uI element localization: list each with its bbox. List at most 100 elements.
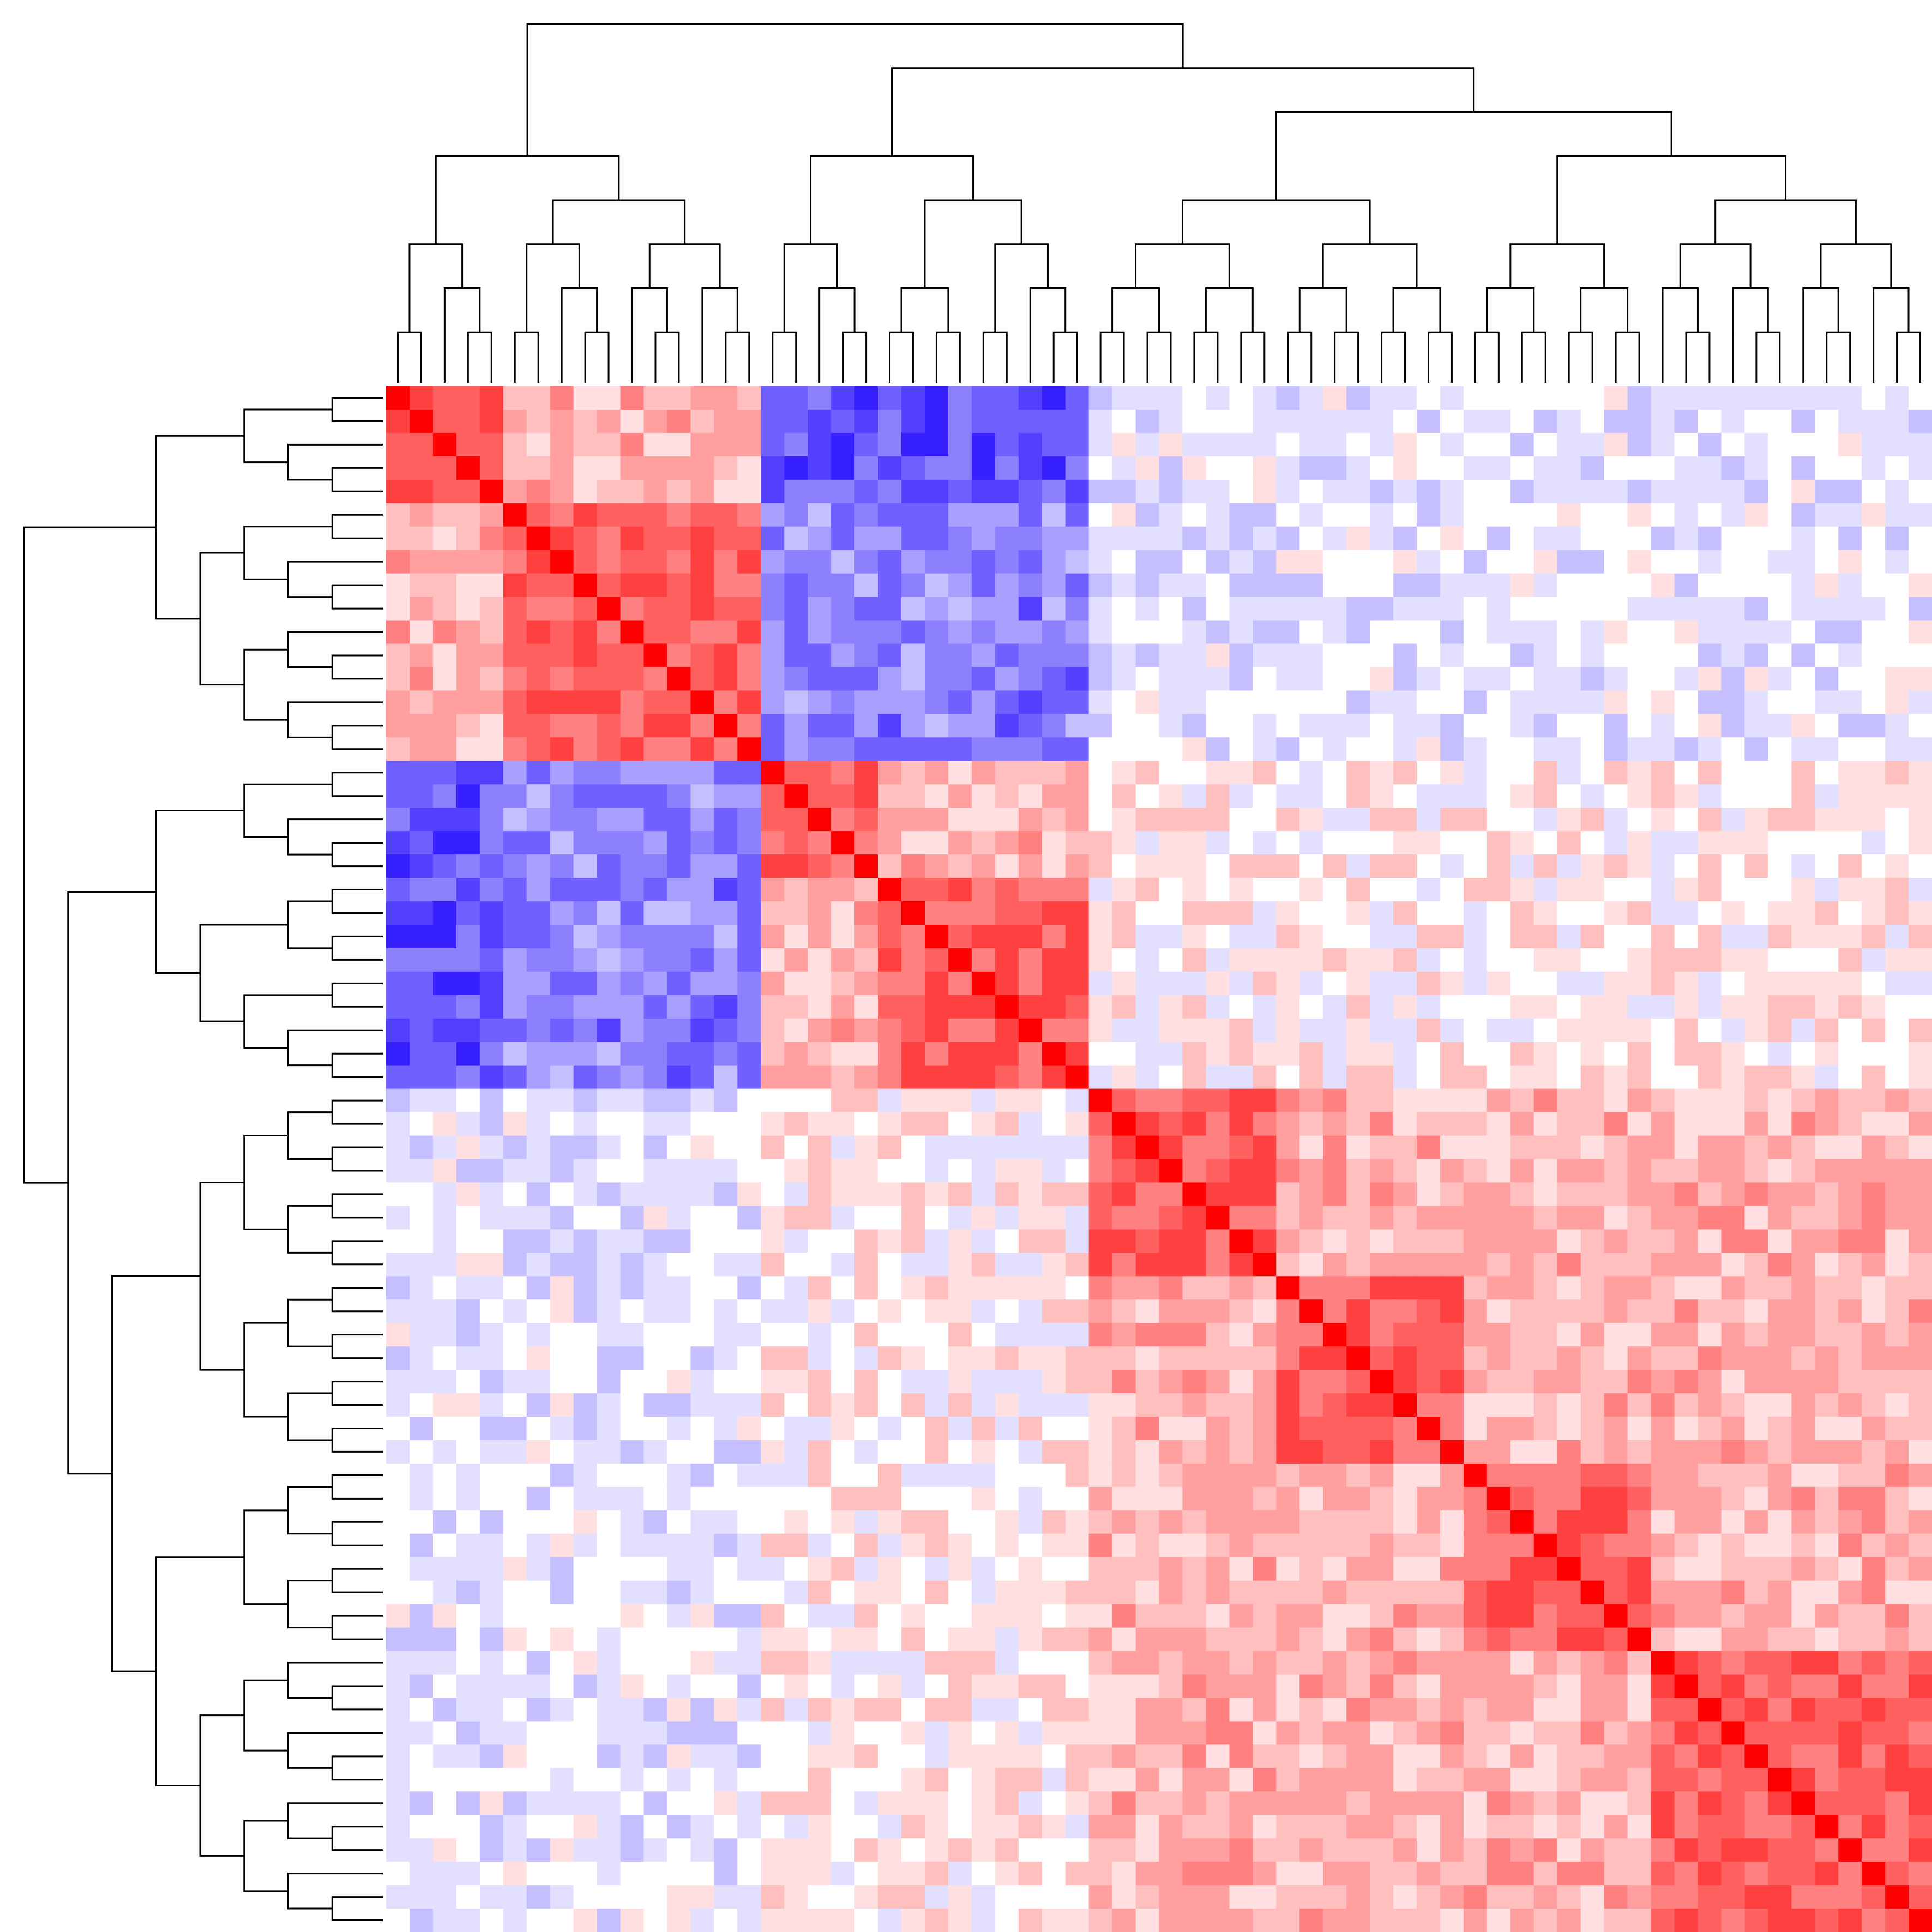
heatmap-cell xyxy=(808,1088,832,1113)
heatmap-cell xyxy=(1651,1206,1675,1230)
heatmap-cell xyxy=(1346,1018,1370,1043)
heatmap-cell xyxy=(620,1323,645,1347)
heatmap-cell xyxy=(1253,1135,1277,1160)
heatmap-cell xyxy=(1088,573,1113,598)
heatmap-cell xyxy=(1557,456,1581,480)
heatmap-cell xyxy=(995,1323,1019,1347)
heatmap-cell xyxy=(1463,690,1488,714)
heatmap-cell xyxy=(1229,714,1253,738)
heatmap-cell xyxy=(1159,503,1183,527)
heatmap-cell xyxy=(1627,1393,1652,1417)
heatmap-cell xyxy=(1299,1417,1323,1441)
heatmap-cell xyxy=(1276,1815,1300,1839)
heatmap-cell xyxy=(573,1370,598,1394)
heatmap-cell xyxy=(1838,901,1862,925)
heatmap-cell xyxy=(971,1112,996,1136)
heatmap-cell xyxy=(1159,1018,1183,1043)
heatmap-cell xyxy=(1580,456,1605,480)
heatmap-cell xyxy=(854,479,878,504)
heatmap-cell xyxy=(808,948,832,972)
heatmap-cell xyxy=(971,432,996,457)
heatmap-cell xyxy=(1323,1440,1347,1464)
heatmap-cell xyxy=(1510,1838,1534,1862)
heatmap-cell xyxy=(1323,737,1347,761)
heatmap-cell xyxy=(1088,1182,1113,1206)
heatmap-cell xyxy=(1463,854,1488,878)
heatmap-cell xyxy=(1463,1253,1488,1277)
heatmap-cell xyxy=(737,1323,761,1347)
heatmap-cell xyxy=(878,1440,902,1464)
heatmap-cell xyxy=(948,878,972,902)
heatmap-cell xyxy=(714,550,738,574)
heatmap-cell xyxy=(1674,1791,1699,1815)
heatmap-cell xyxy=(1393,1674,1417,1699)
heatmap-cell xyxy=(854,1018,878,1043)
heatmap-cell xyxy=(1276,526,1300,551)
heatmap-cell xyxy=(1135,1393,1160,1417)
heatmap-cell xyxy=(432,1253,457,1277)
heatmap-cell xyxy=(1065,1909,1090,1932)
heatmap-cell xyxy=(971,878,996,902)
heatmap-cell xyxy=(1370,971,1394,996)
heatmap-cell xyxy=(503,1206,527,1230)
heatmap-cell xyxy=(1815,503,1839,527)
heatmap-cell xyxy=(1159,1253,1183,1277)
heatmap-cell xyxy=(948,1463,972,1488)
heatmap-cell xyxy=(1909,1627,1932,1652)
heatmap-cell xyxy=(690,1159,714,1183)
heatmap-cell xyxy=(1486,1862,1511,1886)
heatmap-cell xyxy=(1018,1206,1043,1230)
heatmap-cell xyxy=(1698,1698,1722,1722)
heatmap-cell xyxy=(1721,620,1745,645)
heatmap-cell xyxy=(1135,784,1160,808)
heatmap-cell xyxy=(1791,1088,1815,1113)
heatmap-cell xyxy=(924,1463,949,1488)
heatmap-cell xyxy=(1018,456,1043,480)
heatmap-cell xyxy=(995,503,1019,527)
heatmap-cell xyxy=(1182,573,1206,598)
heatmap-cell xyxy=(1651,1253,1675,1277)
heatmap-cell xyxy=(479,1417,504,1441)
heatmap-cell xyxy=(1088,878,1113,902)
heatmap-cell xyxy=(1721,1276,1745,1300)
heatmap-cell xyxy=(1486,854,1511,878)
heatmap-cell xyxy=(1346,1440,1370,1464)
heatmap-cell xyxy=(761,1253,785,1277)
heatmap-cell xyxy=(1744,854,1768,878)
heatmap-cell xyxy=(1721,1323,1745,1347)
heatmap-cell xyxy=(1276,1651,1300,1675)
heatmap-cell xyxy=(620,1651,645,1675)
heatmap-cell xyxy=(761,386,785,410)
heatmap-cell xyxy=(924,878,949,902)
heatmap-cell xyxy=(1370,854,1394,878)
heatmap-cell xyxy=(526,1604,551,1628)
heatmap-cell xyxy=(1370,1393,1394,1417)
heatmap-cell xyxy=(1744,1791,1768,1815)
heatmap-cell xyxy=(1159,409,1183,434)
heatmap-cell xyxy=(620,479,645,504)
heatmap-cell xyxy=(971,1299,996,1323)
heatmap-cell xyxy=(667,386,691,410)
heatmap-cell xyxy=(878,1744,902,1768)
heatmap-cell xyxy=(784,1909,808,1932)
heatmap-cell xyxy=(1838,714,1862,738)
heatmap-cell xyxy=(1042,854,1066,878)
heatmap-cell xyxy=(1909,948,1932,972)
heatmap-cell xyxy=(1135,1651,1160,1675)
heatmap-cell xyxy=(1182,1112,1206,1136)
heatmap-cell xyxy=(761,1417,785,1441)
heatmap-cell xyxy=(573,1838,598,1862)
heatmap-cell xyxy=(1253,1510,1277,1534)
heatmap-cell xyxy=(1580,808,1605,832)
heatmap-cell xyxy=(761,503,785,527)
heatmap-cell xyxy=(456,1370,480,1394)
heatmap-cell xyxy=(1721,1299,1745,1323)
heatmap-cell xyxy=(854,1393,878,1417)
heatmap-cell xyxy=(1088,1674,1113,1699)
heatmap-cell xyxy=(854,667,878,691)
heatmap-cell xyxy=(1463,432,1488,457)
heatmap-cell xyxy=(620,1417,645,1441)
heatmap-cell xyxy=(1323,1065,1347,1090)
heatmap-cell xyxy=(386,1417,410,1441)
heatmap-cell xyxy=(1791,1533,1815,1558)
